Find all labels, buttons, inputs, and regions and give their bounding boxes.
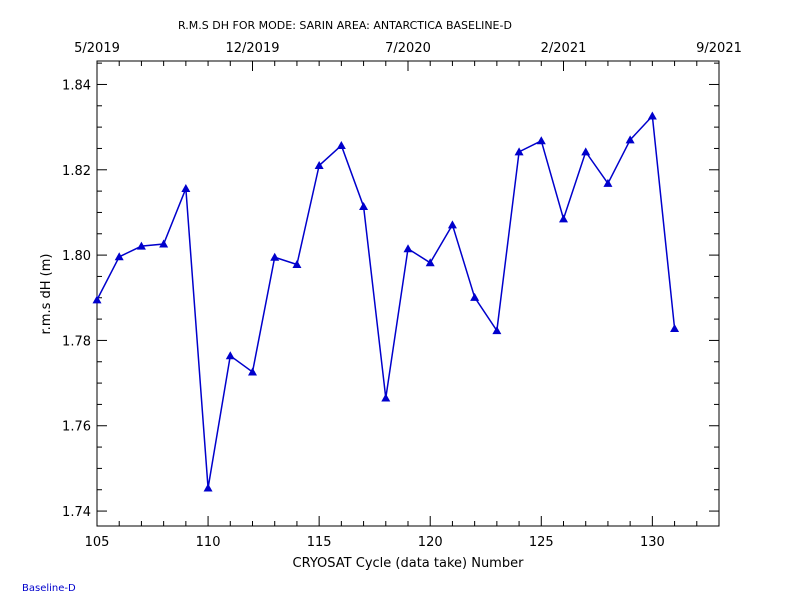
series-layer	[92, 111, 680, 492]
data-point	[270, 252, 280, 261]
data-point	[603, 178, 613, 187]
top-tick-label: 5/2019	[74, 41, 120, 56]
series-line	[96, 114, 676, 489]
x-tick-label: 105	[85, 535, 110, 550]
data-point	[403, 244, 413, 253]
data-point	[181, 184, 191, 193]
top-tick-label: 2/2021	[541, 41, 587, 56]
data-point	[381, 393, 391, 402]
y-tick-label: 1.74	[62, 505, 91, 520]
y-tick-label: 1.84	[62, 78, 91, 93]
x-tick-label: 120	[418, 535, 443, 550]
x-tick-label: 115	[307, 535, 332, 550]
data-point	[514, 147, 524, 156]
data-point	[136, 241, 146, 250]
data-point	[536, 136, 546, 145]
x-axis-label: CRYOSAT Cycle (data take) Number	[293, 556, 525, 571]
x-tick-label: 110	[196, 535, 221, 550]
data-point	[581, 147, 591, 156]
data-point	[492, 326, 502, 335]
chart-title: R.M.S DH FOR MODE: SARIN AREA: ANTARCTIC…	[178, 19, 512, 32]
y-axis-left: 1.74 1.76 1.78 1.80 1.82 1.84	[62, 62, 107, 520]
data-point	[425, 258, 435, 267]
data-point	[336, 140, 346, 149]
y-tick-label: 1.78	[62, 334, 91, 349]
y-axis-label: r.m.s dH (m)	[39, 254, 54, 335]
data-point	[114, 252, 124, 261]
data-point	[447, 220, 457, 229]
top-tick-label: 7/2020	[385, 41, 431, 56]
data-point	[225, 351, 235, 360]
plot-frame	[96, 60, 720, 527]
data-point	[92, 295, 102, 304]
top-tick-label: 12/2019	[225, 41, 279, 56]
data-point	[670, 323, 680, 332]
x-tick-label: 130	[640, 535, 665, 550]
y-tick-label: 1.80	[62, 249, 91, 264]
data-point	[159, 239, 169, 248]
y-axis-right	[709, 62, 719, 512]
x-axis-top: 5/2019 12/2019 7/2020 2/2021 9/2021	[74, 41, 742, 71]
x-tick-label: 125	[529, 535, 554, 550]
y-tick-label: 1.76	[62, 420, 91, 435]
data-point	[625, 135, 635, 144]
baseline-footer-label: Baseline-D	[22, 583, 76, 594]
data-point	[647, 111, 657, 120]
data-point	[470, 292, 480, 301]
data-point	[248, 367, 257, 376]
data-point	[359, 201, 369, 210]
top-tick-label: 9/2021	[696, 41, 742, 56]
data-point	[292, 259, 302, 268]
x-axis-bottom: 105 110 115 120 125 130	[85, 516, 720, 550]
data-point	[314, 161, 324, 170]
y-tick-label: 1.82	[62, 164, 91, 179]
data-point	[203, 483, 213, 492]
data-point	[559, 214, 568, 223]
